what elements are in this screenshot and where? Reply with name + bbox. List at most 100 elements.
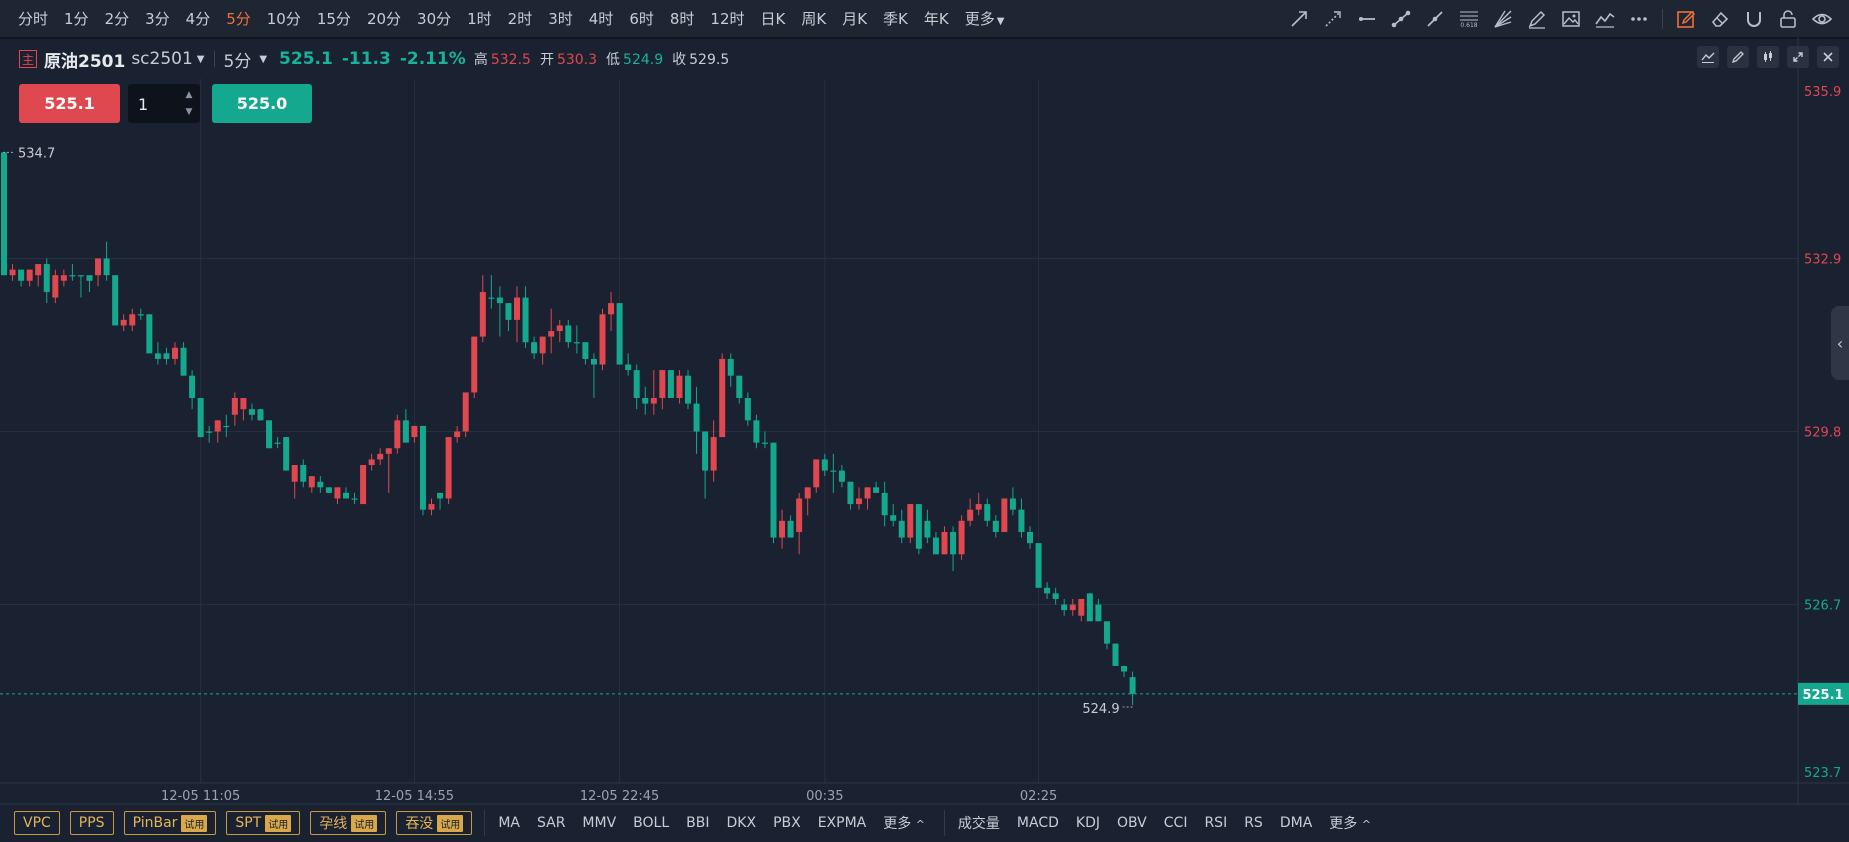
period-4[interactable]: 3分 (145, 10, 170, 28)
period-21[interactable]: 季K (883, 10, 908, 28)
main-indicator-3[interactable]: BOLL (633, 815, 670, 831)
candle-body (437, 492, 444, 499)
period-17[interactable]: 12时 (710, 10, 745, 28)
premium-indicator-spt[interactable]: SPT 试用 (226, 811, 301, 835)
candle-body (189, 375, 196, 399)
divider (943, 810, 945, 836)
period-5[interactable]: 4分 (185, 10, 211, 28)
caret-up-icon: ^ (915, 818, 925, 831)
indicator-settings-button[interactable] (1697, 46, 1719, 68)
y-tick-label: 526.7 (1804, 599, 1841, 614)
main-indicator-1[interactable]: SAR (536, 815, 566, 831)
fibonacci-tool[interactable]: 0.618 (1452, 0, 1486, 37)
period-9[interactable]: 20分 (366, 10, 402, 28)
symbol-code[interactable]: sc2501 (131, 49, 193, 69)
sub-indicator-more-button[interactable]: 更多 ^ (1329, 816, 1371, 832)
main-indicator-7[interactable]: EXPMA (817, 815, 867, 831)
quantity-up-icon[interactable]: ▲ (185, 90, 193, 100)
premium-indicator-吞没[interactable]: 吞没 试用 (396, 811, 473, 835)
candle-body (1001, 498, 1008, 532)
premium-indicator-vpc[interactable]: VPC (14, 811, 60, 835)
candle-body (1121, 665, 1128, 672)
close-button[interactable] (1817, 46, 1839, 68)
quantity-input[interactable] (136, 84, 184, 125)
candle-body (1, 152, 7, 276)
period-6[interactable]: 5分 (226, 10, 251, 28)
draw-mode-tool[interactable] (1669, 0, 1703, 37)
image-tool[interactable] (1554, 0, 1588, 37)
premium-indicator-pinbar[interactable]: PinBar 试用 (123, 811, 217, 835)
sub-indicator-2[interactable]: KDJ (1075, 815, 1100, 831)
path-tool[interactable] (1588, 0, 1622, 37)
main-indicator-0[interactable]: MA (498, 815, 520, 831)
candle-body (556, 325, 563, 332)
brush-tool[interactable] (1520, 0, 1554, 37)
period-16[interactable]: 8时 (669, 10, 695, 28)
quantity-down-icon[interactable]: ▼ (185, 107, 193, 117)
symbol-dropdown-icon[interactable]: ▼ (196, 53, 205, 65)
period-8[interactable]: 15分 (316, 10, 351, 28)
main-indicators: MA SAR MMV BOLL BBI DKX PBX EXPMA 更多 ^ (498, 813, 942, 833)
period-3[interactable]: 2分 (104, 10, 130, 28)
path-icon (1595, 12, 1615, 28)
candle-body (1052, 593, 1059, 599)
candle-body (343, 492, 349, 499)
period-2[interactable]: 1分 (64, 10, 89, 28)
side-panel-toggle[interactable]: ‹ (1831, 306, 1849, 380)
dashed-ray-tool[interactable] (1316, 0, 1350, 37)
trend-line-tool[interactable] (1418, 0, 1452, 37)
chevron-left-icon: ‹ (1836, 333, 1844, 353)
period-20[interactable]: 月K (842, 10, 868, 28)
ray-arrow-tool[interactable] (1282, 0, 1316, 37)
period-selector[interactable]: 5分 (223, 51, 252, 72)
edit-button[interactable] (1727, 46, 1749, 68)
symbol-name[interactable]: 原油2501 (44, 51, 126, 72)
sub-indicator-0[interactable]: 成交量 (957, 816, 1000, 832)
period-7[interactable]: 10分 (266, 10, 301, 28)
price-change-percent: -2.11% (399, 49, 466, 69)
period-list: 分时 1分 2分 3分 4分 5分 10分 15分 20分 30分 1时 2时 3时 4时 6时 8时 12时日… (10, 8, 1012, 29)
period-13[interactable]: 3时 (548, 10, 573, 28)
open-value: 530.3 (556, 52, 598, 68)
premium-indicator-pps[interactable]: PPS (69, 811, 114, 835)
main-indicator-4[interactable]: BBI (686, 815, 710, 831)
period-18[interactable]: 日K (760, 10, 786, 28)
trial-badge: 试用 (351, 814, 378, 832)
more-dots-tool[interactable] (1622, 0, 1656, 37)
magnet-icon (1747, 11, 1761, 27)
fan-tool[interactable] (1486, 0, 1520, 37)
sub-indicator-4[interactable]: CCI (1163, 815, 1188, 831)
period-1[interactable]: 分时 (18, 10, 49, 28)
candle-body (377, 453, 384, 460)
main-indicator-2[interactable]: MMV (582, 815, 617, 831)
horizontal-line-tool[interactable] (1350, 0, 1384, 37)
main-indicator-more-button[interactable]: 更多 ^ (883, 816, 925, 832)
segment-tool[interactable] (1384, 0, 1418, 37)
eraser-tool[interactable] (1703, 0, 1737, 37)
period-15[interactable]: 6时 (629, 10, 654, 28)
period-19[interactable]: 周K (801, 10, 827, 28)
sub-indicator-7[interactable]: DMA (1279, 815, 1313, 831)
period-more-button[interactable]: 更多 ▼ (964, 10, 1005, 28)
sub-indicator-1[interactable]: MACD (1016, 815, 1059, 831)
candle-body (402, 420, 409, 443)
period-dropdown-icon[interactable]: ▼ (259, 53, 268, 65)
sub-indicator-5[interactable]: RSI (1204, 815, 1228, 831)
period-12[interactable]: 2时 (507, 10, 533, 28)
candle-style-button[interactable] (1757, 46, 1779, 68)
period-14[interactable]: 4时 (588, 10, 614, 28)
sub-indicator-3[interactable]: OBV (1116, 815, 1147, 831)
eye-tool[interactable] (1805, 0, 1839, 37)
magnet-tool[interactable] (1737, 0, 1771, 37)
main-indicator-5[interactable]: DKX (726, 815, 757, 831)
premium-indicator-孕线[interactable]: 孕线 试用 (310, 811, 387, 835)
main-indicator-6[interactable]: PBX (773, 815, 801, 831)
sub-indicator-6[interactable]: RS (1244, 815, 1263, 831)
period-22[interactable]: 年K (923, 10, 949, 28)
sell-button[interactable]: 525.1 (19, 84, 120, 123)
lock-tool[interactable] (1771, 0, 1805, 37)
period-10[interactable]: 30分 (417, 10, 452, 28)
period-11[interactable]: 1时 (467, 10, 492, 28)
buy-button[interactable]: 525.0 (212, 84, 312, 123)
